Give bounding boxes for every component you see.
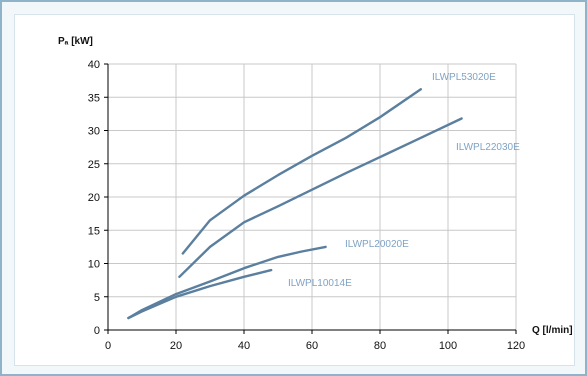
y-tick-label: 25	[88, 159, 100, 171]
series-label-ilwpl22030e: ILWPL22030E	[456, 142, 520, 153]
y-tick-label: 15	[88, 225, 100, 237]
y-tick-label: 0	[94, 325, 100, 337]
x-axis-label: Q [l/min]	[532, 325, 573, 336]
x-tick-label: 0	[105, 340, 111, 352]
y-tick-label: 40	[88, 59, 100, 71]
series-label-ilwpl10014e: ILWPL10014E	[288, 278, 352, 289]
x-tick-label: 40	[238, 340, 250, 352]
grid-lines	[104, 63, 517, 334]
series-lines	[127, 88, 463, 320]
x-tick-label: 20	[170, 340, 182, 352]
y-tick-label: 20	[88, 192, 100, 204]
x-tick-label: 60	[306, 340, 318, 352]
series-labels: ILWPL53020E ILWPL22030E ILWPL20020E ILWPL10…	[288, 72, 520, 289]
series-label-ilwpl20020e: ILWPL20020E	[345, 239, 409, 250]
series-line-ilwpl10014e	[127, 268, 273, 320]
y-tick-label: 5	[94, 292, 100, 304]
axes	[107, 64, 516, 331]
y-tick-label: 35	[88, 92, 100, 104]
tick-labels: 0 20 40 60 80 100 120 0 5 10 15 20 25 30 35 40	[88, 59, 525, 352]
series-label-ilwpl53020e: ILWPL53020E	[432, 72, 496, 83]
y-tick-label: 30	[88, 126, 100, 138]
x-tick-label: 80	[374, 340, 386, 352]
series-line-ilwpl20020e	[127, 245, 327, 320]
x-tick-label: 100	[439, 340, 457, 352]
series-line-ilwpl22030e	[178, 117, 463, 278]
y-axis-label: Pₐ [kW]	[58, 36, 93, 47]
x-tick-label: 120	[507, 340, 525, 352]
series-line-ilwpl53020e	[181, 88, 422, 255]
y-tick-label: 10	[88, 259, 100, 271]
